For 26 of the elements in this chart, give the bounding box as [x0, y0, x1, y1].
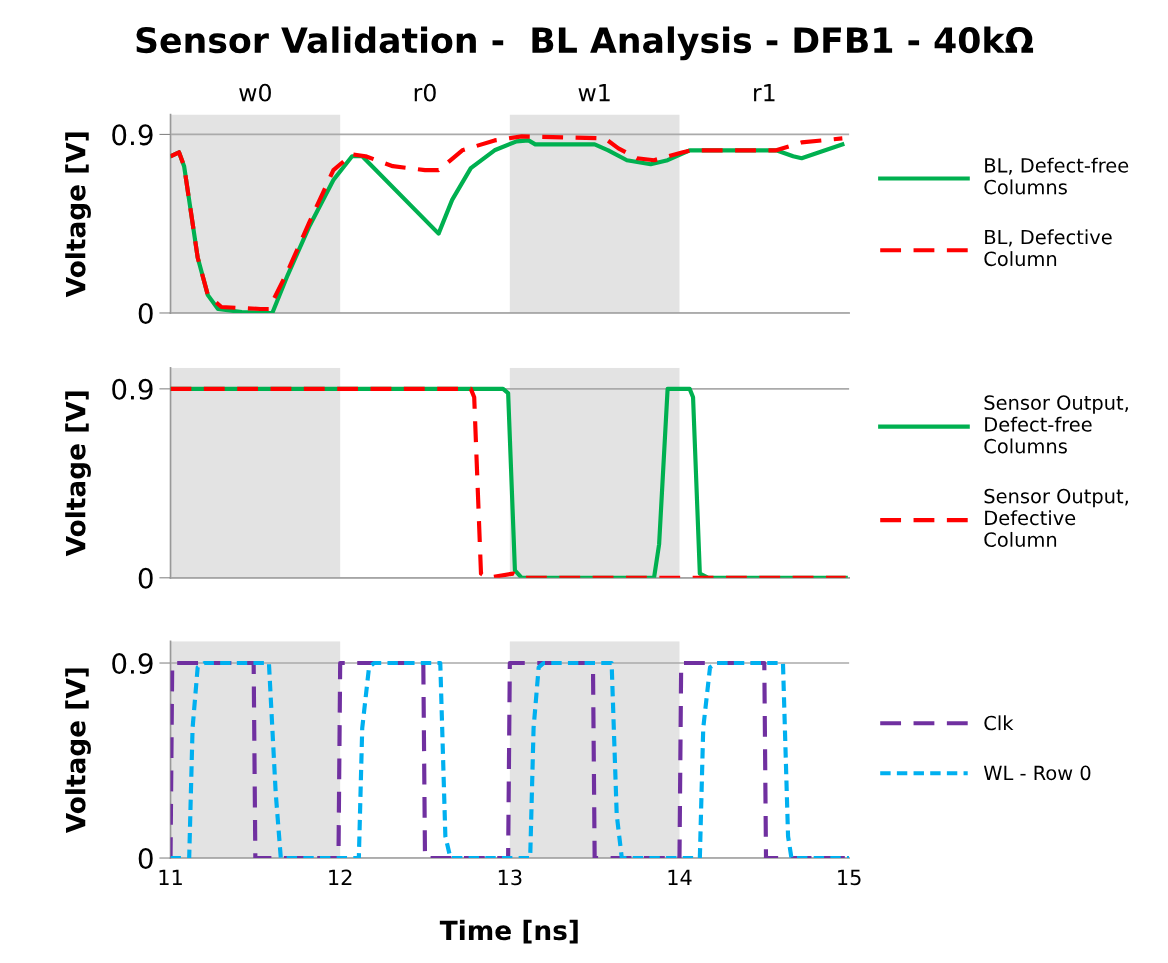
y-axis-title: Voltage [V] [65, 132, 91, 298]
legend-label: WL - Row 0 [983, 765, 1091, 781]
text: r1 [754, 84, 775, 102]
x-tick-label: 11 [159, 869, 182, 885]
y-axis-title: Voltage [V] [65, 391, 91, 557]
chart-title: Sensor Validation - BL Analysis - DFB1 - 40kΩ [136, 26, 1034, 61]
legend-label: BL, Defective Column [984, 229, 1112, 267]
y-tick-label: 0 [138, 302, 153, 324]
x-tick-label: 13 [498, 869, 522, 886]
band-label: w0 [239, 83, 271, 102]
text: r0 [414, 83, 436, 102]
legend-label: Sensor Output, Defect-free Columns [984, 395, 1128, 454]
x-tick-label: 14 [668, 869, 692, 885]
legend-label: Sensor Output, Defective Column [984, 488, 1128, 547]
y-tick-label: 0.9 [112, 124, 153, 146]
x-tick-label: 15 [838, 869, 861, 886]
legend-label: BL, Defect-free Columns [984, 157, 1129, 195]
x-tick-label: 12 [329, 869, 352, 885]
y-tick-label: 0.9 [112, 378, 153, 400]
y-axis-title: Voltage [V] [65, 668, 91, 834]
y-tick-label: 0.9 [112, 652, 153, 674]
y-tick-label: 0 [138, 567, 153, 589]
band-label: w1 [578, 84, 610, 102]
y-tick-label: 0 [138, 847, 153, 869]
x-axis-title: Time [ns] [439, 919, 578, 944]
legend-label: Clk [984, 715, 1014, 731]
